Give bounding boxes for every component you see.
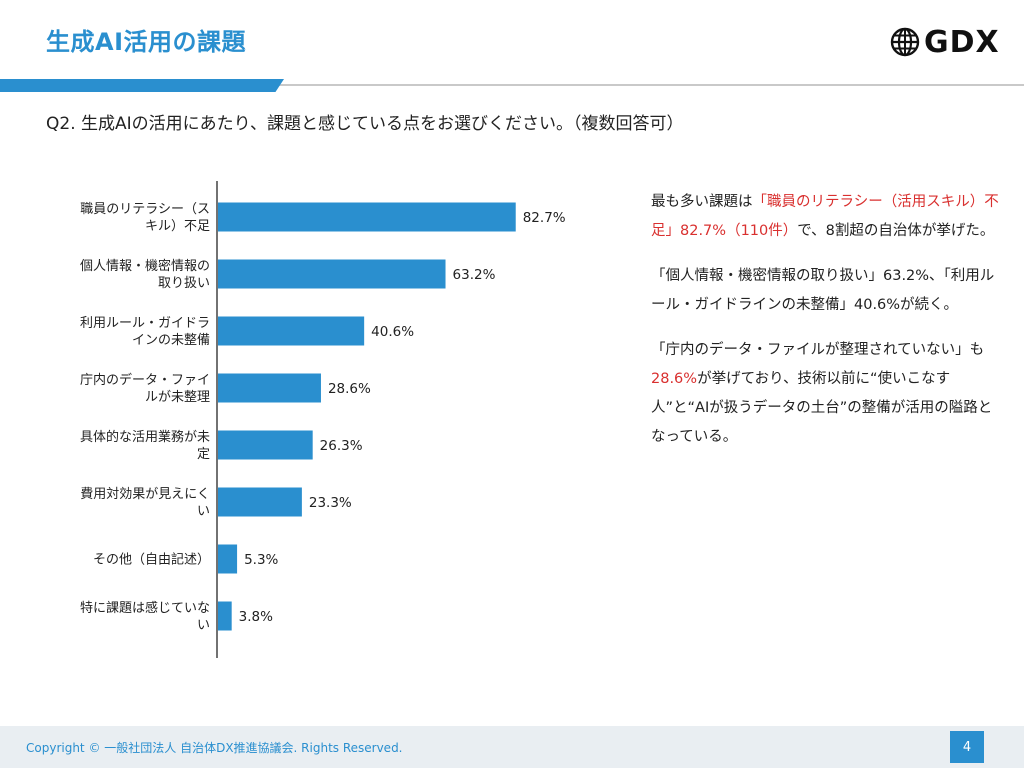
category-label: 利用ルール・ガイドラ (80, 316, 210, 331)
category-label: キル）不足 (145, 219, 210, 234)
header-divider (0, 84, 1024, 86)
data-label: 26.3% (320, 438, 363, 454)
commentary-text: 「庁内のデータ・ファイルが整理されていない」も (651, 342, 985, 358)
category-label: 費用対効果が見えにく (80, 487, 210, 502)
commentary: 最も多い課題は「職員のリテラシー（活用スキル）不足」82.7%（110件）で、8… (651, 188, 1001, 468)
category-label: ルが未整理 (145, 390, 210, 405)
bar (218, 601, 232, 631)
question-text: Q2. 生成AIの活用にあたり、課題と感じている点をお選びください。（複数回答可… (46, 114, 684, 134)
page-number: 4 (950, 731, 984, 763)
category-label: い (197, 618, 210, 633)
slide-title: 生成AI活用の課題 (46, 28, 247, 56)
bar (218, 430, 313, 460)
category-label: その他（自由記述） (93, 552, 210, 568)
commentary-highlight: 「職員のリテラシー（活用スキル）不足」82.7%（110件） (651, 194, 999, 239)
data-label: 23.3% (309, 495, 352, 511)
data-label: 3.8% (239, 609, 273, 625)
bar (218, 544, 238, 574)
category-label: インの未整備 (132, 332, 210, 348)
commentary-text: 最も多い課題は (651, 194, 753, 210)
bar (218, 202, 516, 232)
header-accent-bar (0, 79, 284, 92)
category-label: 職員のリテラシー（ス (80, 202, 210, 217)
category-label: 具体的な活用業務が未 (80, 429, 210, 445)
commentary-highlight: 28.6% (651, 371, 698, 387)
gdx-logo: GDX (890, 24, 1000, 60)
data-label: 40.6% (371, 324, 414, 340)
bar (218, 316, 365, 346)
footer: Copyright © 一般社団法人 自治体DX推進協議会. Rights Re… (0, 726, 1024, 768)
globe-icon (890, 27, 920, 57)
data-label: 82.7% (523, 210, 566, 226)
commentary-text: で、8割超の自治体が挙げた。 (797, 223, 995, 239)
copyright-text: Copyright © 一般社団法人 自治体DX推進協議会. Rights Re… (26, 741, 403, 755)
category-label: 特に課題は感じていな (80, 600, 210, 616)
bar (218, 487, 302, 517)
logo-text: GDX (924, 24, 1000, 60)
commentary-paragraph-2: 「個人情報・機密情報の取り扱い」63.2%、「利用ルール・ガイドラインの未整備」… (651, 268, 995, 313)
bar (218, 373, 321, 403)
bar (218, 259, 446, 289)
category-label: 個人情報・機密情報の (80, 258, 210, 274)
category-label: 庁内のデータ・ファイ (80, 372, 210, 388)
category-label: 定 (197, 447, 210, 462)
data-label: 28.6% (328, 381, 371, 397)
commentary-paragraph-3: 「庁内のデータ・ファイルが整理されていない」も 28.6%が挙げており、技術以前に… (651, 336, 1001, 452)
commentary-paragraph-1: 最も多い課題は「職員のリテラシー（活用スキル）不足」82.7%（110件）で、8… (651, 188, 1001, 246)
data-label: 5.3% (244, 552, 278, 568)
category-label: い (197, 504, 210, 519)
data-label: 63.2% (453, 267, 496, 283)
category-label: 取り扱い (158, 276, 210, 291)
commentary-text: が挙げており、技術以前に“使いこなす人”と“AIが扱うデータの土台”の整備が活用… (651, 371, 993, 445)
